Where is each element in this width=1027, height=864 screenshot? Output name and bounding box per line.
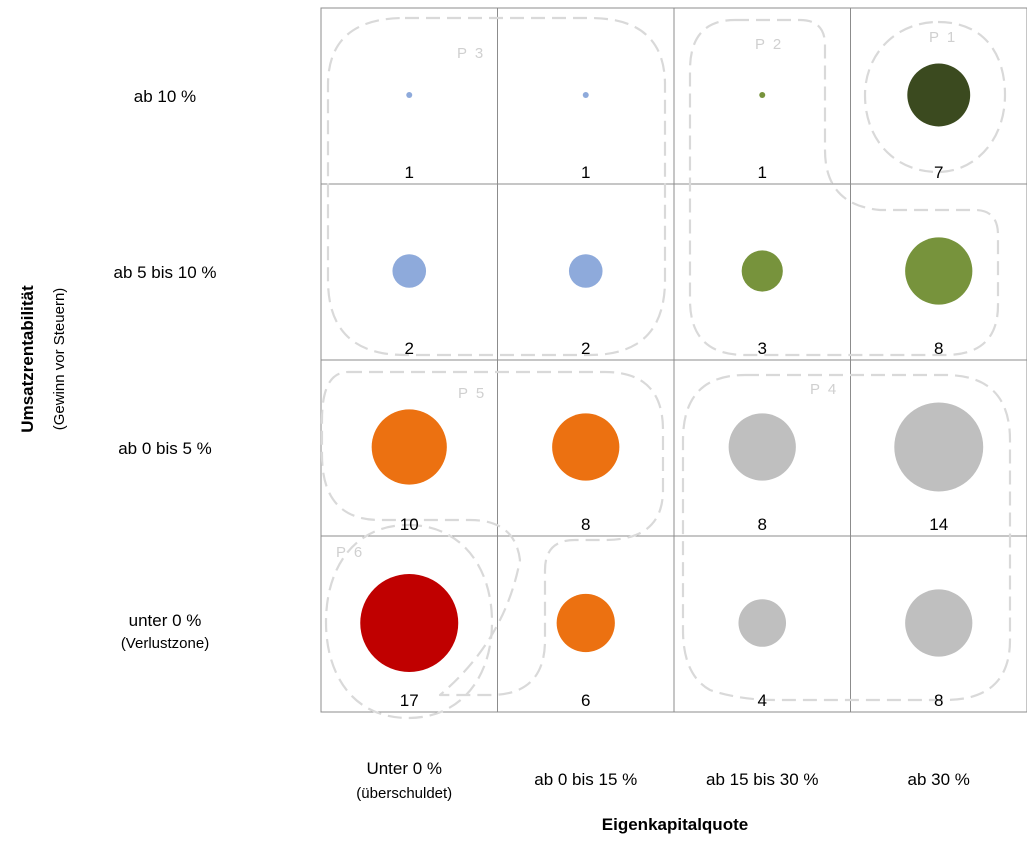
count-label-r0-c2: 1	[758, 163, 767, 182]
count-label-r3-c0: 17	[400, 691, 419, 710]
grid-cell-r3-c3	[850, 535, 1027, 713]
bubble-r1-c0	[392, 254, 427, 288]
bubble-r2-c1	[552, 413, 620, 481]
group-outline-4	[681, 373, 1012, 702]
bubble-r3-c0	[360, 574, 459, 672]
count-label-r1-c3: 8	[934, 339, 943, 358]
bubble-r1-c2	[741, 250, 783, 292]
bubble-r0-c3	[907, 63, 971, 127]
row-sublabel-3: (Verlustzone)	[121, 635, 209, 652]
count-label-r2-c0: 10	[400, 515, 419, 534]
group-label-4: P 4	[810, 381, 838, 398]
col-label-3: ab 30 %	[908, 770, 970, 789]
bubble-r3-c1	[556, 593, 615, 653]
bubble-r2-c3	[894, 402, 984, 492]
group-label-3: P 3	[457, 45, 485, 62]
group-outline-layer: P 1 P 2 P 3 P 4 P 5 P 6	[320, 16, 1012, 720]
row-label-3: unter 0 %	[129, 611, 202, 630]
count-label-r1-c2: 3	[758, 339, 767, 358]
y-axis-title-group: Umsatzrentabilität	[18, 285, 37, 433]
bubble-r0-c0	[406, 92, 413, 98]
bubble-r3-c3	[905, 589, 973, 657]
bubble-layer	[360, 63, 984, 672]
col-label-0: Unter 0 %	[366, 759, 442, 778]
group-label-2: P 2	[755, 36, 783, 53]
bubble-r3-c2	[738, 599, 787, 647]
count-label-r2-c3: 14	[929, 515, 948, 534]
row-label-1: ab 5 bis 10 %	[113, 263, 216, 282]
bubble-r2-c0	[371, 409, 447, 485]
bubble-r0-c1	[582, 92, 589, 98]
count-label-r1-c1: 2	[581, 339, 590, 358]
count-label-r1-c0: 2	[405, 339, 414, 358]
col-sublabel-0: (überschuldet)	[356, 785, 452, 802]
group-outline-2	[688, 18, 1000, 357]
bubble-r1-c1	[568, 254, 603, 288]
row-label-2: ab 0 bis 5 %	[118, 439, 212, 458]
group-outline-6	[324, 523, 494, 720]
group-outline-5	[320, 370, 665, 697]
bubble-r1-c3	[905, 237, 973, 305]
count-label-r3-c1: 6	[581, 691, 590, 710]
count-label-r2-c1: 8	[581, 515, 590, 534]
count-label-r3-c2: 4	[758, 691, 767, 710]
group-outline-1	[863, 20, 1007, 174]
count-label-r0-c3: 7	[934, 163, 943, 182]
count-label-r0-c0: 1	[405, 163, 414, 182]
y-axis-subtitle: (Gewinn vor Steuern)	[51, 288, 68, 431]
col-label-1: ab 0 bis 15 %	[534, 770, 637, 789]
count-label-r0-c1: 1	[581, 163, 590, 182]
group-outline-3	[326, 16, 667, 357]
count-label-r2-c2: 8	[758, 515, 767, 534]
bubble-r2-c2	[728, 413, 796, 481]
x-axis-title: Eigenkapitalquote	[602, 815, 748, 834]
grid-layer	[320, 7, 1027, 713]
count-label-r3-c3: 8	[934, 691, 943, 710]
y-axis-title: Umsatzrentabilität	[18, 285, 37, 433]
row-label-0: ab 10 %	[134, 87, 196, 106]
y-axis-subtitle-group: (Gewinn vor Steuern)	[51, 288, 68, 431]
bubble-r0-c2	[759, 92, 766, 98]
group-label-1: P 1	[929, 29, 957, 46]
group-label-6: P 6	[336, 544, 364, 561]
col-label-2: ab 15 bis 30 %	[706, 770, 818, 789]
group-label-5: P 5	[458, 385, 486, 402]
